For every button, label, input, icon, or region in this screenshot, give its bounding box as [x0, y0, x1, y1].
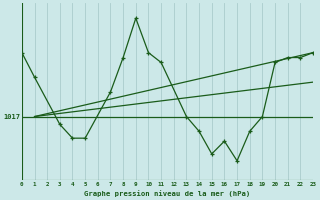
X-axis label: Graphe pression niveau de la mer (hPa): Graphe pression niveau de la mer (hPa)	[84, 190, 251, 197]
